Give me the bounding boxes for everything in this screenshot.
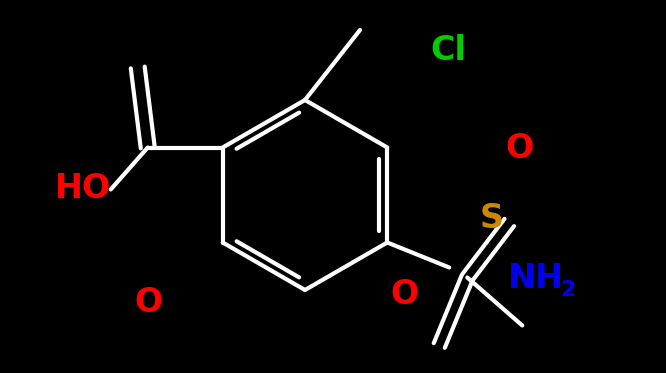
Text: NH: NH bbox=[508, 261, 564, 295]
Text: 2: 2 bbox=[560, 280, 575, 300]
Text: Cl: Cl bbox=[430, 34, 466, 66]
Text: O: O bbox=[391, 279, 419, 311]
Text: O: O bbox=[134, 285, 162, 319]
Text: S: S bbox=[480, 201, 504, 235]
Text: O: O bbox=[505, 132, 533, 164]
Text: HO: HO bbox=[55, 172, 111, 204]
